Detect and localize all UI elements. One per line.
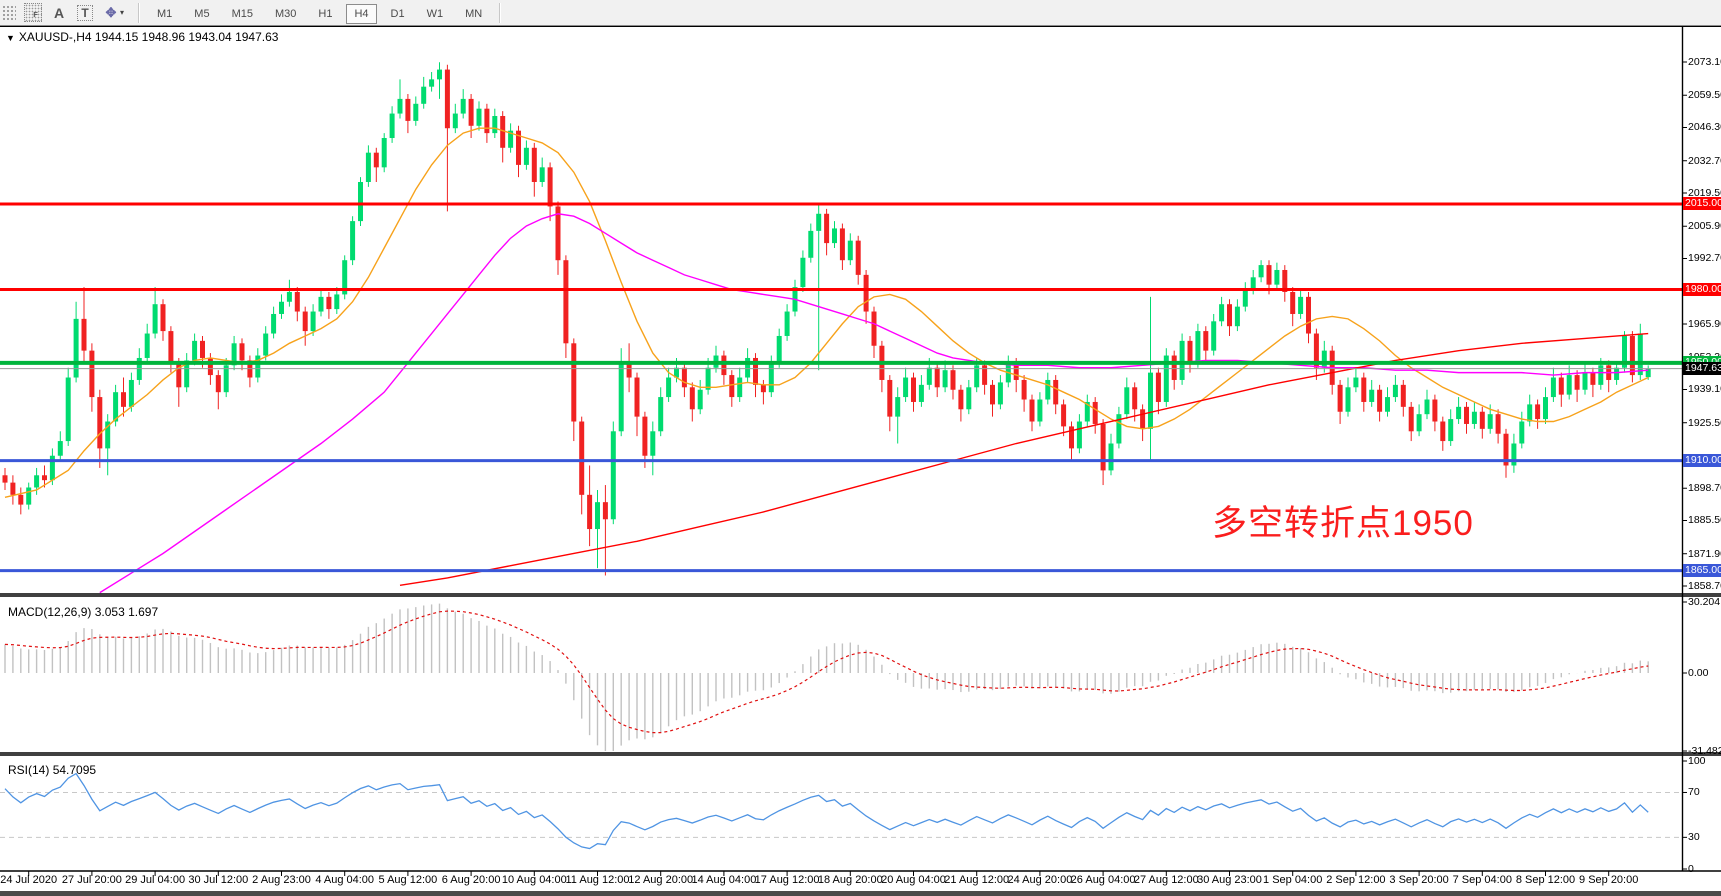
chart-annotation-text: 多空转折点1950 bbox=[1212, 504, 1474, 543]
fast-ma-line bbox=[4, 127, 1649, 498]
timeframe-button-group: M1 M5 M15 M30 H1 H4 D1 W1 MN bbox=[146, 3, 493, 24]
price-tick-label: 1871.90 bbox=[1688, 547, 1721, 560]
date-tick-label: 14 Aug 04:00 bbox=[691, 874, 757, 886]
price-tick-label: 2046.30 bbox=[1688, 121, 1721, 134]
price-tick-label: 2005.90 bbox=[1688, 220, 1721, 233]
price-tick-label: 2073.10 bbox=[1688, 56, 1721, 68]
toolbar-separator bbox=[499, 2, 502, 23]
chart-svg[interactable] bbox=[0, 27, 1721, 892]
mid-ma-line bbox=[99, 213, 1649, 594]
rsi-scale-0: 0 bbox=[1688, 863, 1694, 875]
macd-signal-line bbox=[4, 610, 1649, 734]
toolbar-drag-handle[interactable] bbox=[2, 4, 16, 21]
date-tick-label: 9 Sep 20:00 bbox=[1579, 874, 1639, 886]
date-tick-label: 17 Aug 12:00 bbox=[754, 874, 820, 886]
date-tick-label: 24 Aug 20:00 bbox=[1007, 874, 1073, 886]
date-tick-label: 29 Jul 04:00 bbox=[125, 874, 186, 886]
chart-grid-f-icon[interactable]: F bbox=[20, 2, 46, 23]
price-badge-1980.00: 1980.00 bbox=[1683, 283, 1721, 297]
slow-ma-line bbox=[399, 332, 1649, 586]
timeframe-button-H4[interactable]: H4 bbox=[346, 3, 377, 24]
rsi-line bbox=[4, 772, 1649, 850]
price-tick-label: 1939.10 bbox=[1688, 383, 1721, 396]
rsi-indicator-label: RSI(14) 54.7095 bbox=[8, 763, 97, 777]
macd-scale-min: -31.482 bbox=[1688, 745, 1721, 757]
symbol-dropdown-icon[interactable]: ▼ bbox=[6, 33, 15, 43]
date-tick-label: 26 Aug 04:00 bbox=[1070, 874, 1136, 886]
price-chart-canvas[interactable]: ▼ XAUUSD-,H4 1944.15 1948.96 1943.04 1947… bbox=[0, 26, 1721, 892]
macd-scale-max: 30.204 bbox=[1688, 595, 1721, 608]
date-tick-label: 4 Aug 04:00 bbox=[315, 874, 375, 886]
timeframe-button-MN[interactable]: MN bbox=[465, 7, 483, 20]
window-bottom-edge bbox=[0, 891, 1721, 896]
timeframe-button-M5[interactable]: M5 bbox=[194, 7, 210, 20]
price-tick-label: 1858.70 bbox=[1688, 579, 1721, 592]
rsi-scale-70: 70 bbox=[1688, 786, 1700, 799]
date-tick-label: 27 Aug 12:00 bbox=[1133, 874, 1199, 886]
price-badge-1910.00: 1910.00 bbox=[1683, 454, 1721, 468]
date-tick-label: 8 Sep 12:00 bbox=[1515, 874, 1576, 886]
price-badge-2015.00: 2015.00 bbox=[1683, 197, 1721, 211]
dropdown-caret-icon[interactable]: ▾ bbox=[120, 8, 125, 17]
timeframe-button-W1[interactable]: W1 bbox=[426, 7, 444, 20]
price-tick-label: 2019.50 bbox=[1688, 186, 1721, 199]
arrows-tool-icon[interactable]: ✥ bbox=[105, 4, 117, 20]
date-tick-label: 12 Aug 20:00 bbox=[628, 874, 694, 886]
date-tick-label: 20 Aug 04:00 bbox=[881, 874, 946, 886]
date-tick-label: 1 Sep 04:00 bbox=[1263, 874, 1323, 886]
date-tick-label: 24 Jul 2020 bbox=[0, 874, 58, 886]
text-tool-icon[interactable]: A bbox=[53, 4, 65, 21]
timeframe-button-D1[interactable]: D1 bbox=[390, 7, 405, 20]
text-label-tool-icon[interactable]: T bbox=[72, 3, 98, 23]
date-tick-label: 18 Aug 20:00 bbox=[817, 874, 883, 886]
date-tick-label: 2 Sep 12:00 bbox=[1326, 874, 1386, 886]
timeframe-button-M15[interactable]: M15 bbox=[231, 7, 253, 20]
date-tick-label: 2 Aug 23:00 bbox=[252, 874, 311, 886]
date-tick-label: 30 Jul 12:00 bbox=[188, 874, 249, 886]
price-tick-label: 2059.50 bbox=[1688, 89, 1721, 102]
price-tick-label: 1925.50 bbox=[1688, 416, 1721, 429]
date-tick-label: 21 Aug 12:00 bbox=[944, 874, 1010, 886]
date-tick-label: 7 Sep 04:00 bbox=[1452, 874, 1512, 886]
toolbar-separator bbox=[138, 2, 140, 23]
macd-indicator-label: MACD(12,26,9) 3.053 1.697 bbox=[8, 605, 159, 619]
price-tick-label: 1965.90 bbox=[1688, 317, 1721, 330]
date-tick-label: 5 Aug 12:00 bbox=[378, 874, 438, 886]
price-badge-1865.00: 1865.00 bbox=[1683, 564, 1721, 578]
macd-scale-zero: 0.00 bbox=[1688, 667, 1709, 679]
price-tick-label: 1898.70 bbox=[1688, 482, 1721, 495]
date-tick-label: 3 Sep 20:00 bbox=[1389, 874, 1449, 886]
timeframe-button-M30[interactable]: M30 bbox=[274, 7, 297, 20]
date-tick-label: 10 Aug 04:00 bbox=[501, 874, 567, 886]
chart-title: ▼ XAUUSD-,H4 1944.15 1948.96 1943.04 1947… bbox=[6, 30, 279, 44]
timeframe-button-M1[interactable]: M1 bbox=[157, 7, 173, 20]
date-tick-label: 27 Jul 20:00 bbox=[61, 874, 122, 886]
date-tick-label: 30 Aug 23:00 bbox=[1197, 874, 1262, 886]
current-price-badge: 1947.63 bbox=[1683, 362, 1721, 376]
price-tick-label: 2032.70 bbox=[1688, 154, 1721, 167]
timeframe-button-H1[interactable]: H1 bbox=[318, 7, 333, 20]
rsi-scale-30: 30 bbox=[1688, 831, 1700, 844]
date-tick-label: 6 Aug 20:00 bbox=[441, 874, 501, 886]
date-tick-label: 11 Aug 12:00 bbox=[565, 874, 630, 886]
rsi-scale-100: 100 bbox=[1688, 755, 1706, 767]
toolbar: F A T ✥ ▾ M1 M5 M15 M30 H1 H4 D1 W1 MN bbox=[0, 0, 1721, 26]
price-tick-label: 1885.50 bbox=[1688, 514, 1721, 527]
price-tick-label: 1992.70 bbox=[1688, 252, 1721, 265]
